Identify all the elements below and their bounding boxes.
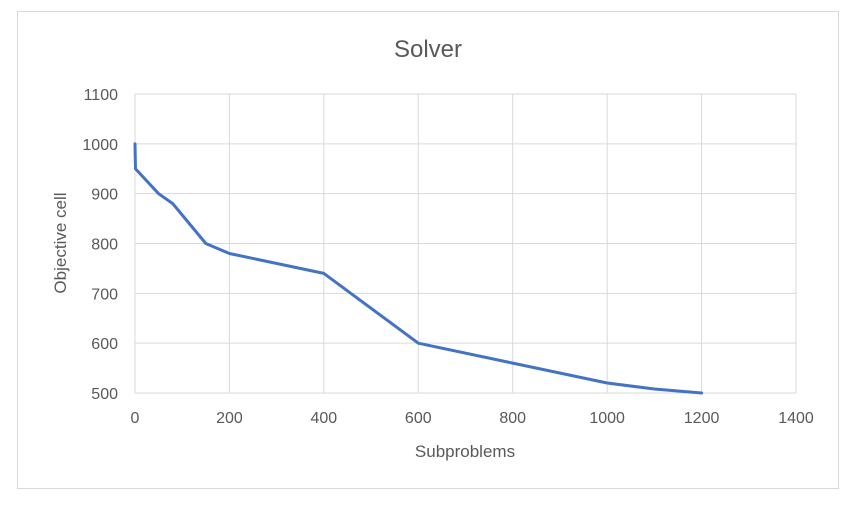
chart-title: Solver [394,36,462,63]
series-line-0 [133,142,704,395]
y-tick-label: 800 [91,237,118,254]
x-tick-label: 1200 [684,410,720,427]
x-tick-label: 0 [131,410,140,427]
y-tick-label: 700 [91,286,118,303]
y-axis-title: Objective cell [51,192,70,293]
x-tick-label: 800 [499,410,526,427]
x-tick-label: 200 [216,410,243,427]
gridlines [134,93,797,394]
y-tick-label: 1100 [84,87,119,104]
y-tick-label: 1000 [82,137,118,154]
y-tick-label: 500 [91,386,118,403]
x-axis-title: Subproblems [415,442,515,461]
y-tick-label: 600 [91,336,118,353]
tick-labels: 500 600 700 800 900 1000 1100 0 200 400 600 800 1000… [82,87,813,427]
y-tick-label: 900 [91,187,118,204]
series-layer [133,142,704,395]
x-tick-label: 1000 [589,410,625,427]
x-tick-label: 600 [405,410,432,427]
x-tick-label: 400 [311,410,338,427]
x-tick-label: 1400 [778,410,814,427]
